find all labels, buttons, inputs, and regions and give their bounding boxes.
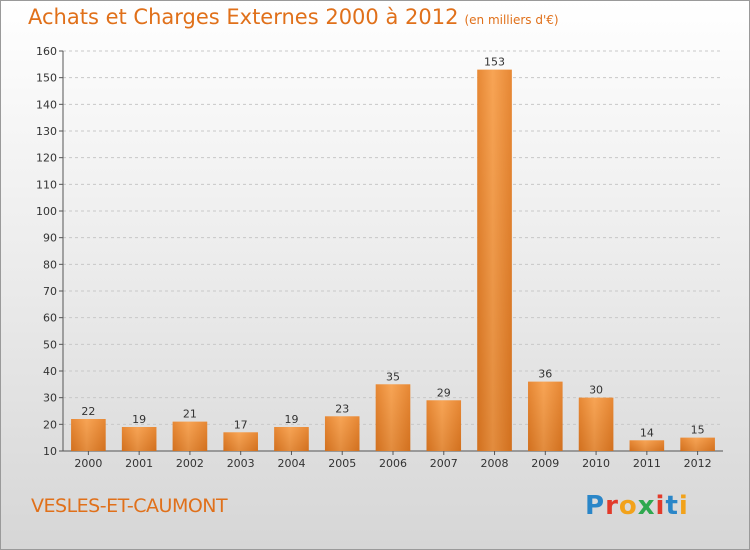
y-tick-label: 120 bbox=[36, 152, 57, 165]
bar-value-label: 14 bbox=[640, 426, 654, 439]
y-tick-label: 60 bbox=[43, 312, 57, 325]
y-tick-label: 110 bbox=[36, 178, 57, 191]
bar-value-label: 19 bbox=[284, 413, 298, 426]
x-tick-label: 2006 bbox=[379, 457, 407, 470]
chart-title-text: Achats et Charges Externes 2000 à 2012 bbox=[28, 5, 459, 29]
bar-shading bbox=[274, 427, 309, 451]
y-tick-label: 150 bbox=[36, 72, 57, 85]
logo-letter: P bbox=[585, 491, 606, 521]
x-tick-label: 2002 bbox=[176, 457, 204, 470]
bar-value-label: 30 bbox=[589, 384, 603, 397]
y-tick-label: 20 bbox=[43, 418, 57, 431]
x-tick-label: 2001 bbox=[125, 457, 153, 470]
x-tick-label: 2011 bbox=[633, 457, 661, 470]
bar-shading bbox=[680, 437, 715, 451]
proxiti-logo: Proxiti bbox=[585, 491, 689, 521]
logo-letter: i bbox=[655, 491, 666, 521]
y-tick-label: 30 bbox=[43, 392, 57, 405]
bar-shading bbox=[629, 440, 665, 451]
x-tick-label: 2000 bbox=[74, 457, 102, 470]
bar-value-label: 22 bbox=[81, 405, 95, 418]
x-tick-label: 2005 bbox=[328, 457, 356, 470]
bar-value-label: 15 bbox=[691, 424, 705, 437]
bar-shading bbox=[528, 381, 563, 451]
chart-subtitle: (en milliers d'€) bbox=[464, 13, 559, 27]
logo-letter: r bbox=[605, 491, 619, 521]
logo-letter: i bbox=[678, 491, 689, 521]
bar-shading bbox=[375, 384, 411, 451]
bar-value-label: 23 bbox=[335, 402, 349, 415]
bar-value-label: 153 bbox=[484, 56, 505, 69]
y-tick-label: 160 bbox=[36, 45, 57, 58]
bar-value-label: 19 bbox=[132, 413, 146, 426]
y-tick-label: 90 bbox=[43, 232, 57, 245]
chart-title: Achats et Charges Externes 2000 à 2012 (e… bbox=[28, 5, 559, 29]
x-tick-label: 2010 bbox=[582, 457, 610, 470]
bar-shading bbox=[578, 397, 614, 451]
x-tick-label: 2004 bbox=[277, 457, 305, 470]
bar-shading bbox=[121, 427, 157, 451]
bar-value-label: 21 bbox=[183, 408, 197, 421]
x-tick-label: 2003 bbox=[227, 457, 255, 470]
logo-letter: o bbox=[618, 491, 638, 521]
bar-value-label: 17 bbox=[234, 418, 248, 431]
y-tick-label: 70 bbox=[43, 285, 57, 298]
bar-shading bbox=[223, 432, 258, 451]
bar-shading bbox=[324, 416, 360, 451]
bar-value-label: 36 bbox=[538, 368, 552, 381]
x-tick-label: 2009 bbox=[531, 457, 559, 470]
x-tick-label: 2012 bbox=[684, 457, 712, 470]
bar-shading bbox=[172, 421, 208, 451]
bar-shading bbox=[477, 69, 512, 452]
y-tick-label: 80 bbox=[43, 258, 57, 271]
commune-name: VESLES-ET-CAUMONT bbox=[31, 495, 228, 517]
bar-shading bbox=[426, 400, 462, 451]
y-tick-label: 50 bbox=[43, 338, 57, 351]
y-tick-label: 100 bbox=[36, 205, 57, 218]
x-tick-label: 2008 bbox=[481, 457, 509, 470]
logo-letter: x bbox=[637, 491, 656, 521]
y-tick-label: 130 bbox=[36, 125, 57, 138]
y-tick-label: 10 bbox=[43, 445, 57, 458]
bar-value-label: 29 bbox=[437, 386, 451, 399]
y-tick-label: 40 bbox=[43, 365, 57, 378]
x-tick-label: 2007 bbox=[430, 457, 458, 470]
bar-value-label: 35 bbox=[386, 370, 400, 383]
bar-shading bbox=[71, 419, 106, 451]
y-tick-label: 140 bbox=[36, 98, 57, 111]
logo-letter: t bbox=[665, 491, 679, 521]
